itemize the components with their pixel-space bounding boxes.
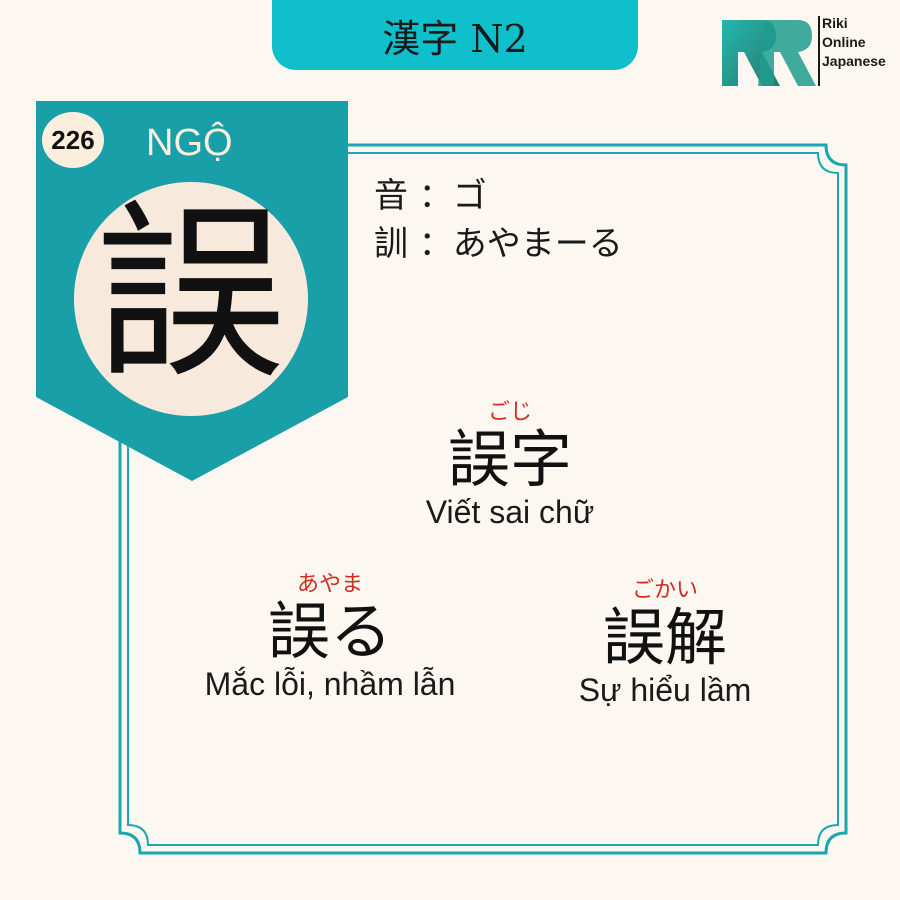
- level-title: 漢字 N2: [382, 16, 528, 61]
- logo-divider: [818, 16, 820, 86]
- logo-text: Riki Online Japanese: [822, 14, 886, 71]
- furigana: ごじ: [487, 400, 532, 425]
- vocab-meaning: Viết sai chữ: [425, 494, 595, 531]
- kun-reading: 訓 ：あやまーる: [374, 224, 623, 264]
- vocab-word: 誤る: [267, 595, 392, 668]
- riki-logo-icon: [722, 20, 816, 86]
- logo-line-1: Riki: [822, 15, 848, 31]
- vocab-word: 誤字: [447, 423, 572, 496]
- vocab-meaning: Mắc lỗi, nhầm lẫn: [204, 666, 456, 703]
- han-viet-reading: NGỘ: [146, 122, 233, 164]
- main-kanji: 誤: [95, 184, 286, 405]
- furigana: あやま: [296, 572, 363, 597]
- vocab-item: ごかい 誤解 Sự hiểu lầm: [540, 572, 790, 709]
- kanji-circle: [74, 182, 308, 416]
- level-tab: 漢字 N2: [272, 0, 638, 70]
- vocab-item: あやま 誤る Mắc lỗi, nhầm lẫn: [160, 566, 500, 703]
- logo-line-2: Online: [822, 34, 866, 50]
- vocab-item: ごじ 誤字 Viết sai chữ: [390, 394, 630, 531]
- kanji-number: 226: [51, 124, 95, 155]
- on-reading: 音 ：ゴ: [374, 176, 487, 216]
- vocab-meaning: Sự hiểu lầm: [578, 672, 752, 709]
- vocab-word: 誤解: [602, 601, 727, 674]
- furigana: ごかい: [631, 578, 698, 603]
- kanji-number-badge: 226: [42, 112, 104, 168]
- logo-line-3: Japanese: [822, 53, 886, 69]
